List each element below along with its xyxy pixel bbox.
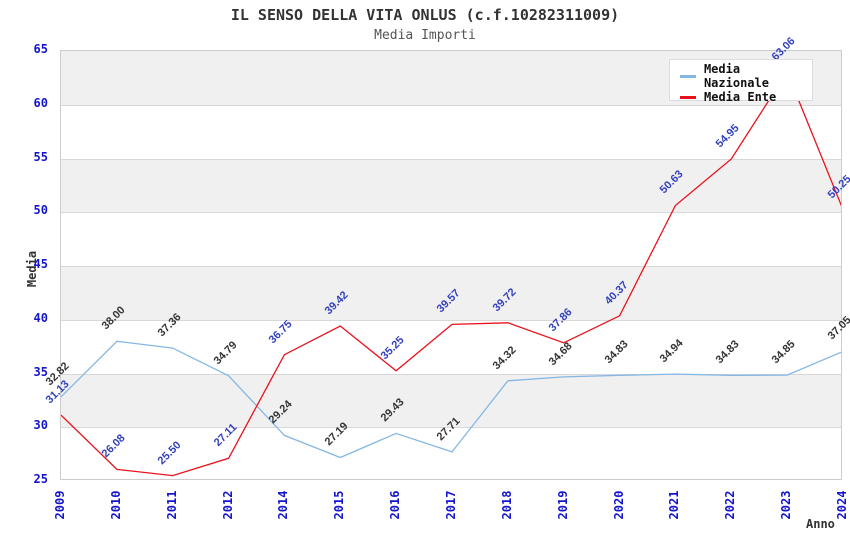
y-tick-label: 40 (33, 310, 48, 325)
x-tick-label: 2020 (611, 490, 626, 520)
legend: Media Nazionale Media Ente (669, 59, 813, 104)
legend-item-media-nazionale: Media Nazionale (670, 62, 812, 90)
gridline (61, 373, 841, 375)
x-tick-label: 2009 (53, 490, 67, 520)
plot-area (60, 50, 842, 480)
x-tick-label: 2021 (667, 490, 682, 520)
gridline (61, 212, 841, 214)
y-tick-label: 45 (33, 257, 48, 271)
legend-label-media-ente: Media Ente (704, 90, 777, 104)
x-tick-label: 2014 (276, 490, 291, 520)
x-tick-label: 2012 (220, 490, 235, 520)
plot-band (61, 158, 841, 213)
y-tick-label: 65 (33, 42, 48, 56)
legend-swatch-media-nazionale-icon (680, 74, 696, 78)
x-tick-label: 2016 (388, 490, 403, 520)
y-tick-label: 50 (33, 203, 48, 218)
x-tick-label: 2011 (164, 490, 179, 520)
x-tick-label: 2024 (835, 490, 849, 520)
x-tick-label: 2023 (779, 490, 794, 520)
series-line (61, 340, 841, 459)
series-line (61, 70, 841, 477)
y-tick-label: 60 (33, 95, 48, 110)
x-tick-label: 2017 (444, 490, 458, 520)
x-axis-title: Anno (806, 517, 835, 531)
series-lines (61, 70, 841, 477)
legend-label-media-nazionale: Media Nazionale (703, 62, 769, 90)
plot-band (61, 373, 841, 428)
y-tick-label: 55 (33, 149, 48, 164)
gridline (61, 266, 841, 267)
y-tick-label: 35 (33, 364, 48, 379)
chart-subtitle: Media Importi (374, 28, 476, 43)
gridline (61, 104, 841, 106)
x-tick-label: 2010 (108, 490, 123, 520)
gridline (61, 158, 841, 160)
plot-band (61, 266, 841, 320)
y-tick-label: 30 (33, 418, 48, 433)
x-tick-label: 2022 (723, 490, 738, 520)
y-tick-label: 25 (33, 472, 48, 486)
x-tick-label: 2018 (499, 490, 514, 520)
legend-item-media-ente: Media Ente (670, 90, 812, 104)
gridline (61, 319, 841, 321)
legend-swatch-media-ente-icon (680, 95, 696, 99)
x-tick-label: 2015 (332, 490, 347, 520)
gridline (61, 427, 841, 429)
chart-title: IL SENSO DELLA VITA ONLUS (c.f.102823110… (230, 6, 620, 24)
x-tick-label: 2019 (555, 490, 570, 520)
